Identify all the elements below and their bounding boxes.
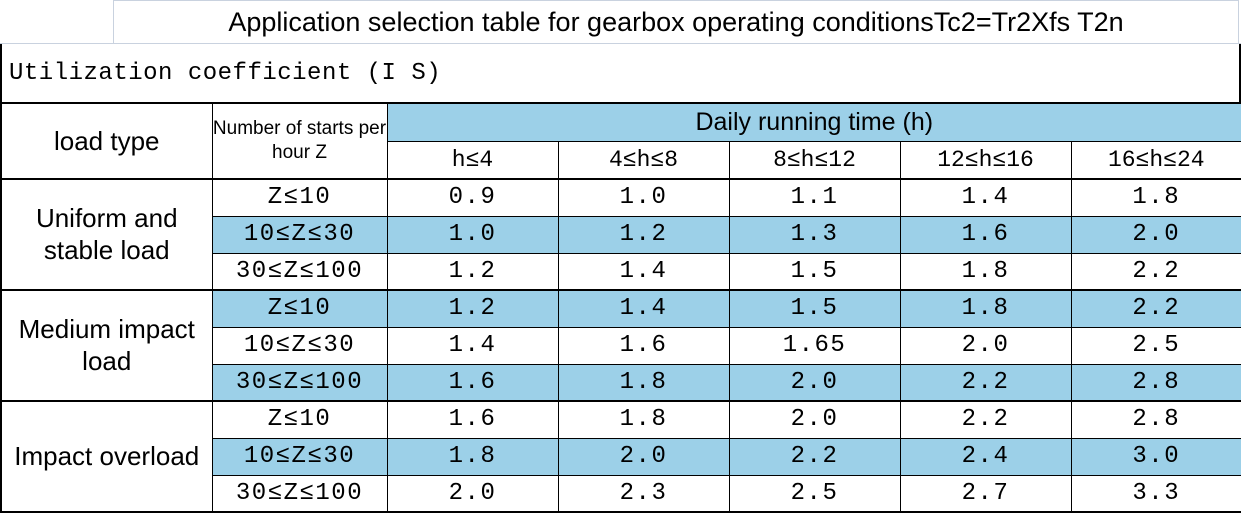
table-row: 30≤Z≤100 1.2 1.4 1.5 1.8 2.2 [1, 252, 1241, 291]
coefficient-value-cell: 2.4 [899, 437, 1072, 476]
coefficient-value-cell: 1.2 [557, 215, 730, 254]
coefficient-value-cell: 1.65 [728, 326, 901, 365]
coefficient-value-cell: 3.3 [1070, 474, 1241, 513]
z-range-cell: Z≤10 [211, 178, 388, 217]
time-range-header: h≤4 [386, 140, 559, 180]
time-range-header: 8≤h≤12 [728, 140, 901, 180]
coefficient-value-cell: 2.0 [728, 400, 901, 439]
coefficient-value-cell: 1.8 [899, 289, 1072, 328]
z-range-cell: 30≤Z≤100 [211, 474, 388, 513]
coefficient-value-cell: 2.5 [1070, 326, 1241, 365]
coefficient-value-cell: 2.2 [728, 437, 901, 476]
time-range-header: 12≤h≤16 [899, 140, 1072, 180]
coefficient-value-cell: 1.6 [899, 215, 1072, 254]
page-title: Application selection table for gearbox … [113, 0, 1239, 43]
coefficient-value-cell: 1.8 [899, 252, 1072, 291]
coefficient-value-cell: 2.8 [1070, 400, 1241, 439]
coefficient-value-cell: 2.3 [557, 474, 730, 513]
time-range-header: 4≤h≤8 [557, 140, 730, 180]
utilization-coefficient-label: Utilization coefficient (I S) [9, 59, 442, 87]
z-range-cell: Z≤10 [211, 400, 388, 439]
header-row-1: load type Number of starts per hour Z Da… [0, 102, 1241, 180]
coefficient-value-cell: 1.6 [386, 400, 559, 439]
load-type-cell: Impact overload [0, 400, 213, 513]
coefficient-value-cell: 3.0 [1070, 437, 1241, 476]
z-range-cell: 10≤Z≤30 [211, 437, 388, 476]
coefficient-value-cell: 2.2 [1070, 289, 1241, 328]
coefficient-value-cell: 2.0 [386, 474, 559, 513]
coefficient-value-cell: 1.8 [1070, 178, 1241, 217]
coefficient-value-cell: 0.9 [386, 178, 559, 217]
coefficient-value-cell: 1.8 [557, 400, 730, 439]
load-type-column-header: load type [0, 102, 213, 180]
table-row: 10≤Z≤30 1.8 2.0 2.2 2.4 3.0 [1, 437, 1241, 476]
table-row: Medium impact load Z≤10 1.2 1.4 1.5 1.8 2.2 [0, 289, 1241, 402]
z-range-cell: Z≤10 [211, 289, 388, 328]
starts-per-hour-column-header: Number of starts per hour Z [211, 102, 388, 180]
coefficient-value-cell: 1.8 [386, 437, 559, 476]
table-row: Uniform and stable load Z≤10 0.9 1.0 1.1 1.4 1… [0, 178, 1241, 291]
load-type-cell: Medium impact load [0, 289, 213, 402]
coefficient-value-cell: 2.0 [899, 326, 1072, 365]
table-row: 10≤Z≤30 1.0 1.2 1.3 1.6 2.0 [1, 215, 1241, 254]
z-range-cell: 10≤Z≤30 [211, 326, 388, 365]
coefficient-value-cell: 1.4 [557, 289, 730, 328]
title-row: Application selection table for gearbox … [0, 0, 1241, 44]
z-range-cell: 30≤Z≤100 [211, 363, 388, 402]
coefficient-value-cell: 1.2 [386, 252, 559, 291]
coefficient-value-cell: 2.0 [728, 363, 901, 402]
subtitle-row: Utilization coefficient (I S) [0, 44, 1241, 102]
coefficient-value-cell: 1.8 [557, 363, 730, 402]
coefficient-value-cell: 1.6 [557, 326, 730, 365]
coefficient-value-cell: 1.3 [728, 215, 901, 254]
daily-running-time-header: Daily running time (h) [386, 102, 1241, 142]
table-row: 30≤Z≤100 2.0 2.3 2.5 2.7 3.3 [1, 474, 1241, 513]
coefficient-value-cell: 1.4 [557, 252, 730, 291]
coefficient-value-cell: 1.0 [386, 215, 559, 254]
z-range-cell: 30≤Z≤100 [211, 252, 388, 291]
coefficient-value-cell: 2.2 [899, 363, 1072, 402]
z-range-cell: 10≤Z≤30 [211, 215, 388, 254]
coefficient-value-cell: 2.2 [899, 400, 1072, 439]
coefficient-value-cell: 2.5 [728, 474, 901, 513]
table-row: 10≤Z≤30 1.4 1.6 1.65 2.0 2.5 [1, 326, 1241, 365]
coefficient-value-cell: 2.7 [899, 474, 1072, 513]
table-row: 30≤Z≤100 1.6 1.8 2.0 2.2 2.8 [1, 363, 1241, 402]
coefficient-value-cell: 2.0 [1070, 215, 1241, 254]
coefficient-value-cell: 1.0 [557, 178, 730, 217]
coefficient-value-cell: 2.2 [1070, 252, 1241, 291]
coefficient-value-cell: 1.2 [386, 289, 559, 328]
load-type-cell: Uniform and stable load [0, 178, 213, 291]
coefficient-value-cell: 1.5 [728, 289, 901, 328]
coefficient-value-cell: 1.1 [728, 178, 901, 217]
coefficient-value-cell: 2.0 [557, 437, 730, 476]
coefficient-value-cell: 1.4 [899, 178, 1072, 217]
table-row: Impact overload Z≤10 1.6 1.8 2.0 2.2 2.8 [0, 400, 1241, 513]
coefficient-value-cell: 2.8 [1070, 363, 1241, 402]
coefficient-value-cell: 1.4 [386, 326, 559, 365]
gearbox-selection-table: load type Number of starts per hour Z Da… [0, 102, 1241, 513]
coefficient-value-cell: 1.6 [386, 363, 559, 402]
coefficient-value-cell: 1.5 [728, 252, 901, 291]
time-range-header: 16≤h≤24 [1070, 140, 1241, 180]
